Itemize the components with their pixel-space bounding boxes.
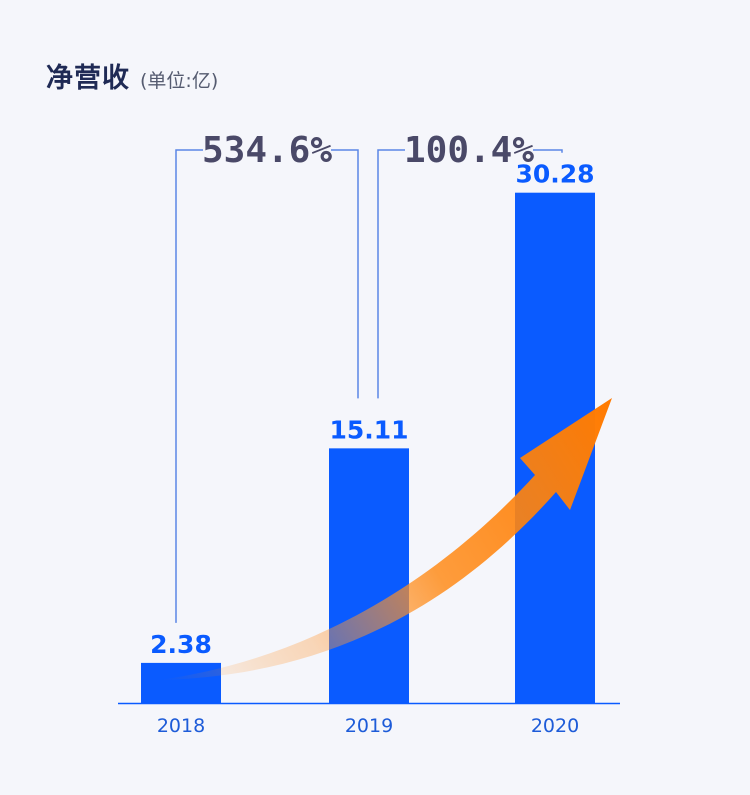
growth-bracket-2019-2020: 100.4%	[377, 130, 563, 399]
x-tick-2020: 2020	[531, 715, 579, 737]
value-label-2019: 15.11	[329, 415, 408, 444]
trend-arrow-icon	[160, 398, 612, 680]
bracket-right-leg	[331, 149, 359, 399]
x-tick-2019: 2019	[345, 715, 393, 737]
value-label-2020: 30.28	[515, 160, 594, 189]
bracket-left-leg	[377, 149, 405, 399]
growth-label-2018-2019: 534.6%	[202, 130, 332, 171]
x-tick-2018: 2018	[157, 715, 205, 737]
value-label-2018: 2.38	[150, 630, 212, 659]
bracket-right-leg	[533, 149, 563, 153]
bracket-left-leg	[175, 149, 203, 623]
chart-title: 净营收	[46, 63, 130, 94]
growth-label-2019-2020: 100.4%	[404, 130, 534, 171]
growth-bracket-2018-2019: 534.6%	[175, 130, 359, 623]
chart-header: 净营收 (单位:亿)	[46, 56, 218, 95]
bar-2019	[329, 448, 409, 703]
unit-label: (单位:亿)	[140, 70, 219, 92]
bar-2018	[141, 662, 221, 703]
